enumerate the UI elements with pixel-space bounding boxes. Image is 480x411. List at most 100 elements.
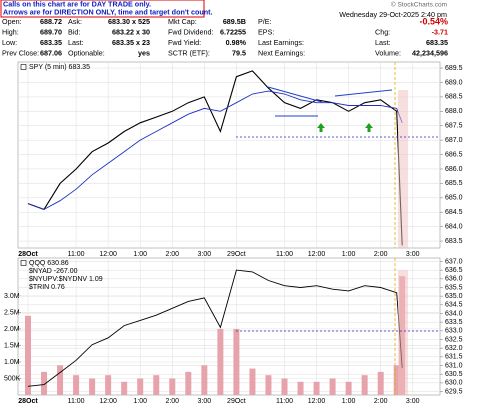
y-tick-label: 685.0 [445,195,463,202]
y-tick-label: 631.0 [445,362,463,369]
volume-bar [361,375,368,395]
y-tick-label: 684.5 [445,209,463,216]
field-label: High: [2,27,19,36]
y-tick-label: 686.0 [445,166,463,173]
volume-bar [153,375,160,395]
y-tick-label: 687.0 [445,137,463,144]
y-tick-label: 637.0 [445,258,463,265]
x-tick-label: 1:00 [133,251,147,258]
y-tick-label: 688.5 [445,94,463,101]
price-line [27,70,403,246]
copyright: © StockCharts.com [391,1,447,9]
y-tick-label: 636.5 [445,267,463,274]
up-arrow [365,123,373,132]
x-tick-label: 12:00 [308,398,326,405]
x-tick-label: 12:00 [308,251,326,258]
x-tick-label: 1:00 [342,251,356,258]
y-tick-label: 631.5 [445,354,463,361]
legend-label: QQQ 630.86 [29,260,69,267]
x-tick-label: 1:00 [133,398,147,405]
x-tick-label: 3:00 [406,398,420,405]
highlight [398,270,408,395]
x-tick-label: 2:00 [165,398,179,405]
volume-bar [313,381,320,395]
trend-line [334,89,393,97]
volume-bar [265,375,272,395]
y-tick-label: 688.0 [445,108,463,115]
field-label: Chg: [375,27,390,36]
indicator-label: $NYAD -267.00 [29,268,78,275]
y-tick-label: 632.0 [445,345,463,352]
field-value: 689.5B [223,17,246,26]
volume-bar [41,371,48,395]
note-line: Arrows are for DIRECTION ONLY, time and … [3,7,213,16]
x-tick-label: 12:00 [99,251,117,258]
y-tick-label: 2.0M [4,326,20,333]
field-label: Bid: [68,27,80,36]
timestamp: Wednesday 29-Oct-2025 2:40 pm [339,10,447,19]
field-value: 683.35 [426,38,448,47]
field-value: 683.35 x 23 [112,38,150,47]
volume-bar [73,375,80,395]
y-tick-label: 635.5 [445,284,463,291]
volume-bar [137,378,144,395]
volume-bar [329,378,336,395]
volume-bar [377,371,384,395]
y-tick-label: 689.0 [445,79,463,86]
y-tick-label: 686.5 [445,151,463,158]
volume-bar [233,328,240,395]
x-tick-label: 29Oct [227,398,246,405]
field-label: Ask: [68,17,82,26]
y-tick-label: 3.0M [4,293,20,300]
price-line [27,90,403,210]
x-tick-label: 2:00 [165,251,179,258]
field-value: 688.72 [40,17,62,26]
x-tick-label: 11:00 [68,398,85,405]
volume-bar [201,365,208,395]
field-value: -0.54% [419,16,448,26]
x-tick-label: 3:00 [198,251,212,258]
field-value: 683.35 [40,38,62,47]
note-box [0,0,205,18]
y-tick-label: 684.0 [445,224,463,231]
field-value: 42,234,596 [412,48,448,57]
volume-panel [17,257,441,396]
price-panel [17,61,441,249]
up-arrow [317,123,325,132]
legend-label: SPY (5 min) 683.35 [29,64,90,71]
y-tick-label: 635.0 [445,293,463,300]
y-tick-label: 629.5 [445,388,463,395]
volume-bar [281,378,288,395]
y-tick-label: 683.5 [445,238,463,245]
y-tick-label: 685.5 [445,180,463,187]
volume-bar [297,381,304,395]
x-tick-label: 11:00 [276,251,293,258]
field-label: Volume: [375,48,401,57]
field-label: SCTR (ETF): [168,48,210,57]
y-tick-label: 687.5 [445,123,463,130]
field-value: 0.98% [226,38,247,47]
x-tick-label: 1:00 [342,398,356,405]
field-value: 6.72255 [220,27,246,36]
field-value: yes [138,48,150,57]
header: Calls on this chart are for DAY TRADE on… [0,0,448,57]
field-label: Last: [68,38,84,47]
field-value: 689.70 [40,27,62,36]
note-line: Calls on this chart are for DAY TRADE on… [3,0,151,8]
highlight [398,90,408,248]
volume-bar [169,378,176,395]
indicator-label: $TRIN 0.76 [29,284,65,291]
indicator-label: $NYUPV:$NYDNV 1.09 [29,276,103,283]
field-value: 683.22 x 30 [112,27,150,36]
legend-swatch [20,64,27,70]
y-tick-label: 500K [4,375,21,382]
field-label: P/E: [258,17,272,26]
y-tick-label: 634.0 [445,310,463,317]
y-tick-label: 1.0M [4,359,20,366]
field-label: Fwd Dividend: [168,27,214,36]
x-tick-label: 2:00 [374,398,388,405]
y-tick-label: 633.0 [445,328,463,335]
volume-bar [217,328,224,395]
y-tick-label: 689.5 [445,65,463,72]
